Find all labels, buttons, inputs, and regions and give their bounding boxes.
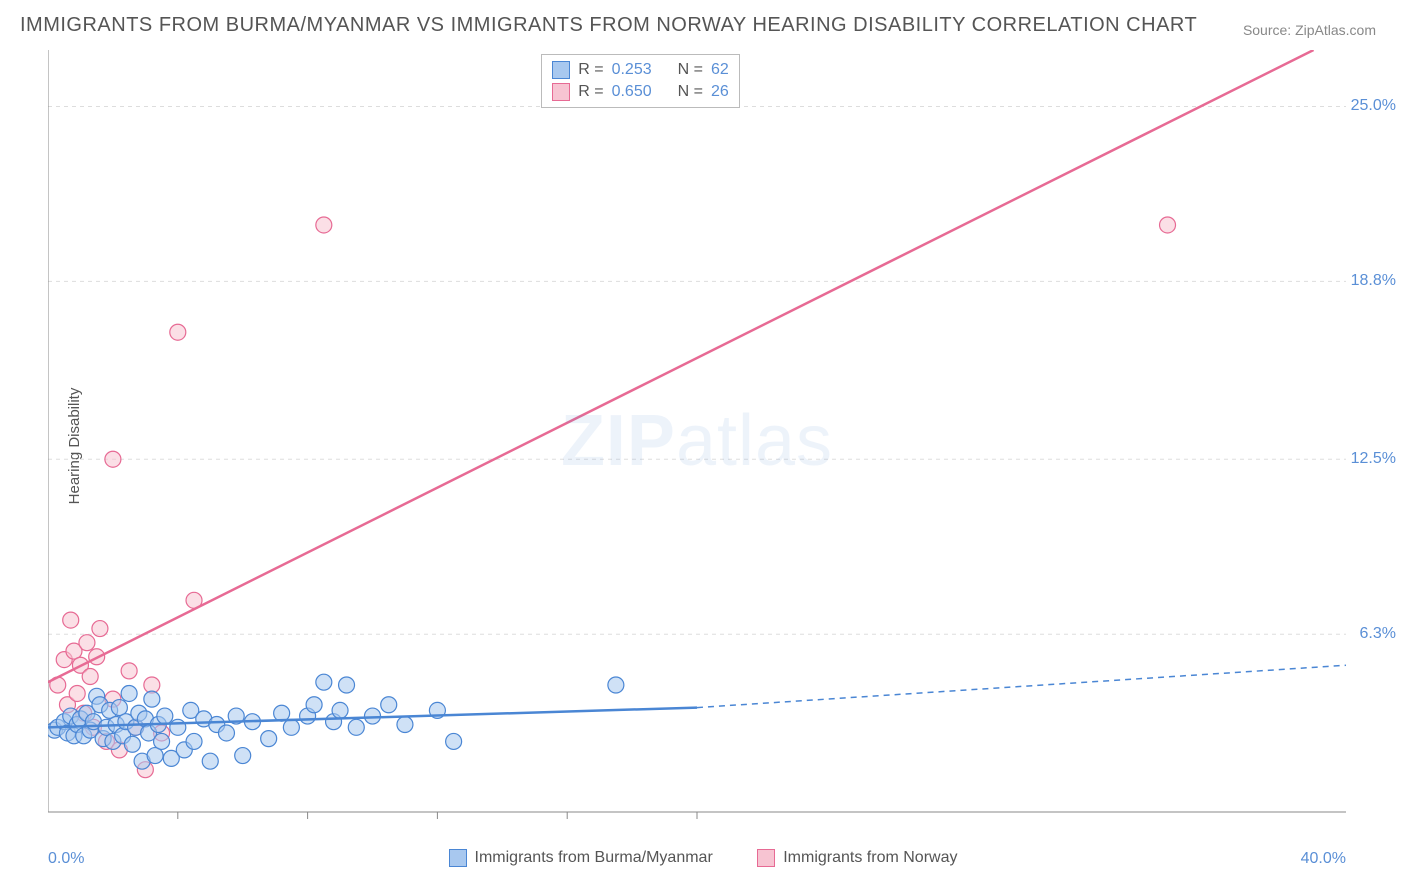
legend-row-pink: R = 0.650 N = 26	[552, 81, 729, 103]
legend-label-pink: Immigrants from Norway	[783, 849, 957, 867]
r-label: R =	[578, 81, 603, 103]
n-value-blue: 62	[711, 59, 729, 81]
chart-title: IMMIGRANTS FROM BURMA/MYANMAR VS IMMIGRA…	[20, 14, 1197, 37]
legend-swatch-icon	[449, 849, 467, 867]
legend-item-pink: Immigrants from Norway	[757, 849, 957, 867]
y-tick-label: 18.8%	[1351, 272, 1396, 290]
plot-area: ZIPatlas R = 0.253 N = 62 R = 0.650 N = …	[48, 50, 1346, 832]
y-tick-label: 6.3%	[1360, 625, 1396, 643]
series-legend: Immigrants from Burma/Myanmar Immigrants…	[0, 849, 1406, 872]
legend-swatch-icon	[757, 849, 775, 867]
n-label: N =	[678, 81, 703, 103]
source-attribution: Source: ZipAtlas.com	[1243, 22, 1376, 38]
legend-row-blue: R = 0.253 N = 62	[552, 59, 729, 81]
r-label: R =	[578, 59, 603, 81]
chart-svg	[48, 50, 1346, 832]
y-tick-label: 25.0%	[1351, 97, 1396, 115]
legend-item-blue: Immigrants from Burma/Myanmar	[449, 849, 713, 867]
legend-swatch-pink	[552, 83, 570, 101]
legend-swatch-blue	[552, 61, 570, 79]
n-value-pink: 26	[711, 81, 729, 103]
n-label: N =	[678, 59, 703, 81]
y-tick-label: 12.5%	[1351, 450, 1396, 468]
r-value-pink: 0.650	[612, 81, 652, 103]
legend-label-blue: Immigrants from Burma/Myanmar	[475, 849, 713, 867]
r-value-blue: 0.253	[612, 59, 652, 81]
correlation-legend: R = 0.253 N = 62 R = 0.650 N = 26	[541, 54, 740, 108]
